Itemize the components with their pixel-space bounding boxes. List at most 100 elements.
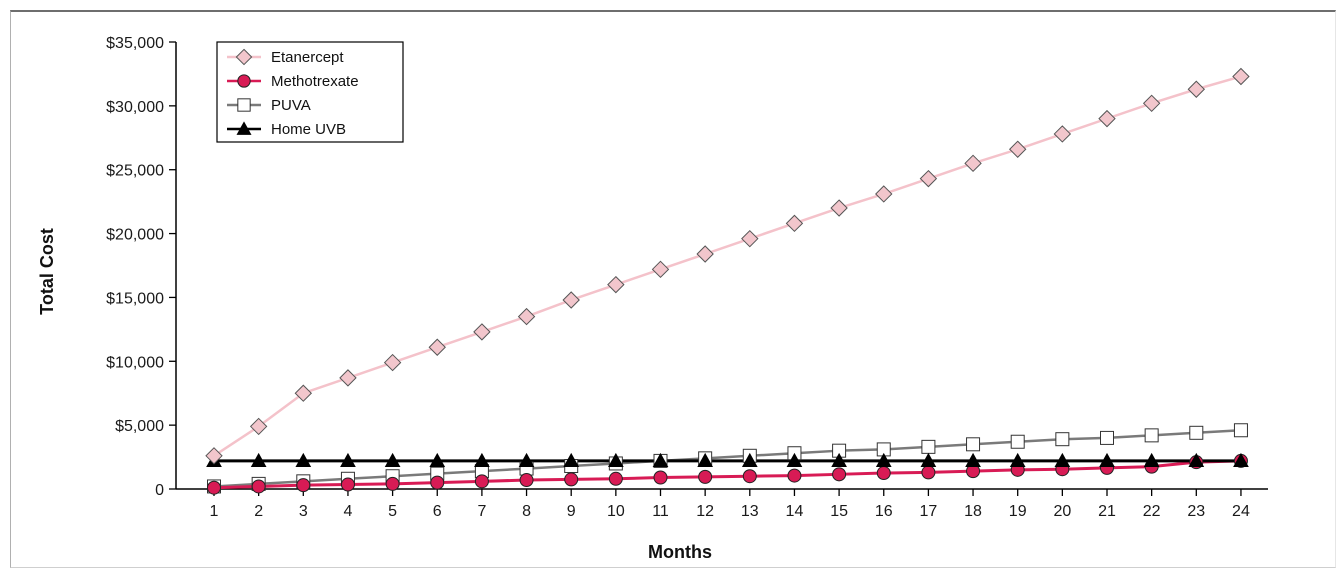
data-point-home-uvb (697, 452, 713, 468)
y-axis-ticks: 0 $5,000 $10,000 $15,000 $20,000 $25,000 $30,0… (106, 35, 176, 499)
chart-frame (10, 10, 1336, 568)
x-tick-label: 19 (1009, 503, 1027, 520)
x-tick-label: 18 (964, 503, 982, 520)
data-point-etanercept (294, 384, 313, 402)
x-tick-label: 8 (522, 503, 531, 520)
x-tick-label: 24 (1232, 503, 1250, 520)
x-tick-label: 6 (433, 503, 442, 520)
x-tick-label: 5 (388, 503, 397, 520)
data-point-methotrexate (474, 474, 489, 489)
series-markers (205, 67, 1250, 495)
data-point-etanercept (696, 245, 714, 263)
data-point-etanercept (205, 447, 223, 465)
data-point-home-uvb (429, 452, 446, 468)
data-point-etanercept (1098, 109, 1116, 128)
legend-marker-methotrexate (237, 74, 251, 88)
data-point-etanercept (919, 169, 938, 188)
data-point-home-uvb (831, 452, 847, 468)
legend-marker-etanercept (235, 48, 253, 66)
data-point-methotrexate (340, 477, 355, 492)
data-point-home-uvb (250, 452, 267, 468)
data-point-etanercept (1053, 125, 1072, 143)
data-point-etanercept (964, 154, 982, 173)
data-point-home-uvb (518, 452, 535, 468)
data-point-home-uvb (1188, 452, 1205, 468)
x-tick-label: 14 (786, 503, 804, 520)
x-tick-label: 20 (1053, 503, 1071, 520)
data-point-methotrexate (207, 480, 221, 495)
data-point-etanercept (607, 275, 625, 294)
data-point-home-uvb (384, 452, 401, 468)
data-point-methotrexate (608, 471, 623, 486)
data-point-home-uvb (1143, 452, 1160, 468)
data-point-home-uvb (1054, 452, 1071, 468)
data-point-methotrexate (564, 472, 579, 487)
data-point-methotrexate (430, 475, 445, 490)
data-point-home-uvb (652, 452, 669, 468)
data-point-methotrexate (787, 468, 802, 483)
legend-items: Etanercept Methotrexate PUVA Home UVB (227, 48, 359, 138)
data-point-home-uvb (875, 452, 892, 468)
x-tick-label: 1 (210, 503, 219, 520)
x-tick-label: 23 (1187, 503, 1205, 520)
data-point-etanercept (1142, 94, 1161, 113)
legend: Etanercept Methotrexate PUVA Home UVB (216, 41, 404, 143)
data-point-puva (1144, 428, 1159, 443)
data-point-etanercept (562, 291, 580, 309)
series-line-puva (213, 429, 1242, 488)
data-point-methotrexate (296, 478, 311, 493)
x-tick-label: 17 (920, 503, 938, 520)
y-tick-label: 0 (155, 482, 164, 499)
data-point-puva (921, 439, 936, 454)
data-point-home-uvb (295, 452, 312, 468)
data-point-puva (1233, 423, 1248, 438)
data-point-home-uvb (1233, 452, 1249, 468)
data-point-etanercept (249, 417, 268, 436)
data-point-etanercept (473, 323, 491, 341)
legend-label-home-uvb: Home UVB (271, 121, 346, 138)
data-point-home-uvb (786, 452, 803, 468)
x-tick-label: 4 (343, 503, 352, 520)
legend-label-etanercept: Etanercept (271, 49, 344, 66)
x-tick-label: 9 (567, 503, 576, 520)
legend-label-puva: PUVA (271, 97, 311, 114)
data-point-methotrexate (698, 469, 713, 484)
x-tick-label: 2 (254, 503, 263, 520)
data-point-puva (1100, 430, 1114, 445)
data-point-etanercept (875, 185, 893, 203)
data-point-etanercept (741, 229, 759, 248)
x-axis-ticks: 1 2 3 4 5 6 7 8 9 10 11 12 13 14 15 16 17 18 19 20 21 22 23 24 (210, 489, 1250, 520)
data-point-methotrexate (742, 469, 757, 484)
data-point-home-uvb (340, 452, 356, 468)
data-point-methotrexate (519, 473, 534, 488)
data-point-etanercept (339, 369, 357, 387)
x-tick-label: 16 (875, 503, 893, 520)
data-point-methotrexate (251, 479, 266, 494)
data-point-puva (1189, 425, 1204, 440)
data-point-puva (1010, 434, 1025, 449)
y-tick-label: $20,000 (106, 227, 164, 244)
x-tick-label: 7 (477, 503, 486, 520)
data-point-methotrexate (385, 476, 400, 491)
data-point-home-uvb (1099, 452, 1115, 468)
data-point-etanercept (830, 199, 848, 217)
data-point-home-uvb (1009, 452, 1026, 468)
data-point-etanercept (651, 260, 670, 279)
data-point-home-uvb (563, 452, 580, 468)
x-tick-label: 13 (741, 503, 759, 520)
data-point-home-uvb (965, 452, 981, 468)
data-point-home-uvb (474, 452, 490, 468)
data-point-puva (966, 437, 981, 452)
data-point-etanercept (1187, 80, 1206, 98)
series-line-methotrexate (213, 459, 1241, 490)
x-tick-label: 10 (607, 503, 625, 520)
data-point-etanercept (1232, 67, 1250, 86)
data-point-etanercept (1008, 140, 1027, 158)
axes (175, 42, 1268, 490)
y-tick-label: $10,000 (106, 354, 164, 371)
data-point-etanercept (428, 338, 446, 356)
y-tick-label: $25,000 (106, 163, 164, 180)
data-point-etanercept (785, 214, 804, 233)
legend-label-methotrexate: Methotrexate (271, 73, 359, 90)
